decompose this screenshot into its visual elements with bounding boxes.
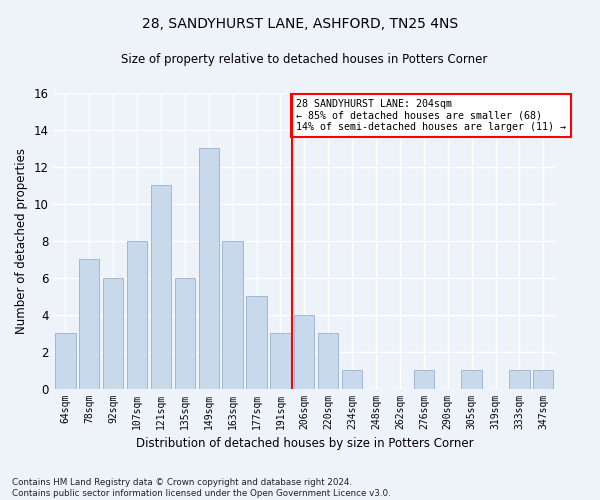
Bar <box>127 241 147 388</box>
Bar <box>247 296 266 388</box>
Text: Contains HM Land Registry data © Crown copyright and database right 2024.
Contai: Contains HM Land Registry data © Crown c… <box>12 478 391 498</box>
Bar <box>294 314 314 388</box>
Bar <box>151 186 171 388</box>
Bar <box>103 278 124 388</box>
Bar <box>509 370 530 388</box>
Bar <box>342 370 362 388</box>
Bar <box>199 148 219 388</box>
Bar <box>461 370 482 388</box>
Bar <box>270 333 290 388</box>
Bar <box>175 278 195 388</box>
Bar <box>55 333 76 388</box>
Bar <box>79 260 100 388</box>
Text: 28 SANDYHURST LANE: 204sqm
← 85% of detached houses are smaller (68)
14% of semi: 28 SANDYHURST LANE: 204sqm ← 85% of deta… <box>296 98 566 132</box>
Y-axis label: Number of detached properties: Number of detached properties <box>15 148 28 334</box>
X-axis label: Distribution of detached houses by size in Potters Corner: Distribution of detached houses by size … <box>136 437 473 450</box>
Bar <box>223 241 243 388</box>
Text: 28, SANDYHURST LANE, ASHFORD, TN25 4NS: 28, SANDYHURST LANE, ASHFORD, TN25 4NS <box>142 18 458 32</box>
Title: Size of property relative to detached houses in Potters Corner: Size of property relative to detached ho… <box>121 52 488 66</box>
Bar <box>318 333 338 388</box>
Bar <box>533 370 553 388</box>
Bar <box>413 370 434 388</box>
